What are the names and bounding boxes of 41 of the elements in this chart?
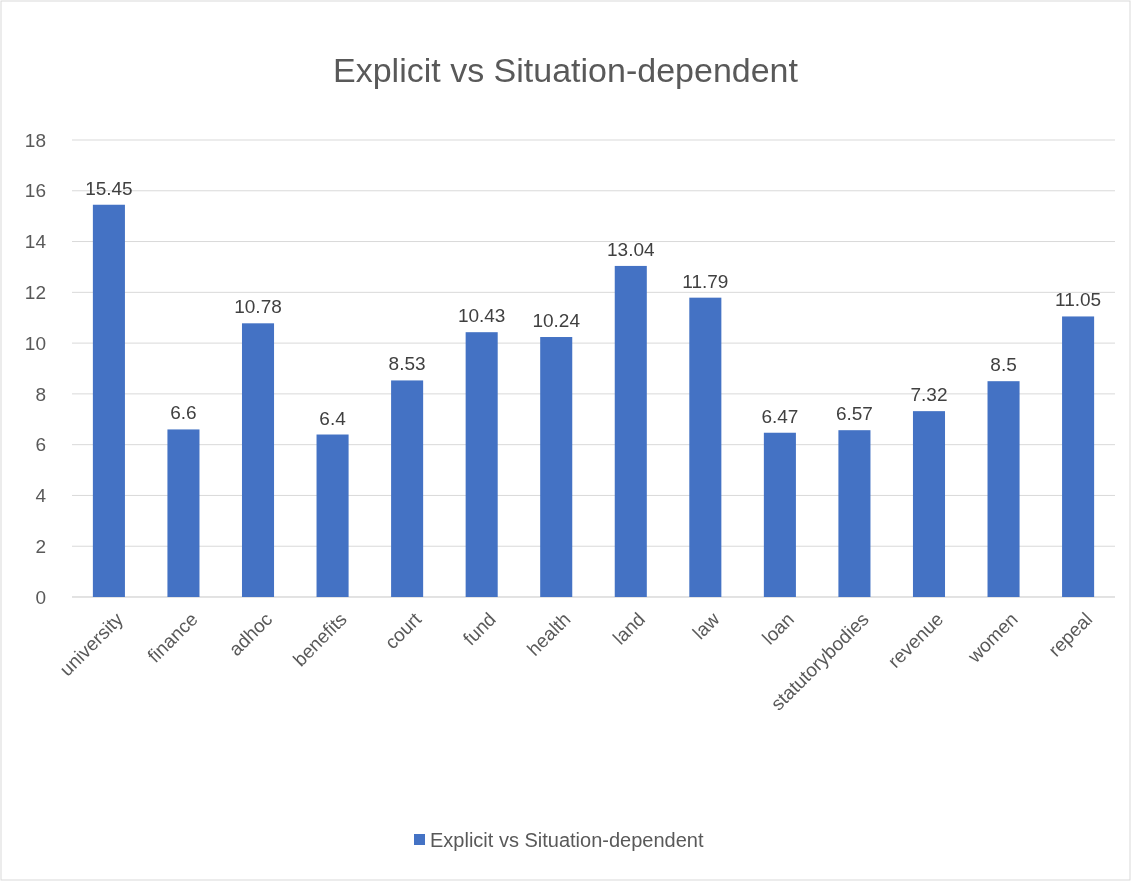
data-label: 11.05 xyxy=(1055,289,1102,311)
data-label: 11.79 xyxy=(682,270,729,292)
y-tick-label: 4 xyxy=(35,485,47,507)
data-label: 15.45 xyxy=(85,177,133,199)
y-tick-label: 0 xyxy=(35,586,46,608)
data-label: 7.32 xyxy=(910,384,948,406)
bar xyxy=(391,380,424,597)
bar xyxy=(614,265,647,597)
data-label: 13.04 xyxy=(607,238,655,260)
y-tick-label: 2 xyxy=(35,535,46,557)
bar xyxy=(167,429,200,597)
y-tick-label: 14 xyxy=(24,231,47,253)
bar xyxy=(92,204,125,597)
data-label: 10.24 xyxy=(532,310,581,332)
y-tick-label: 6 xyxy=(35,434,46,456)
y-tick-label: 16 xyxy=(24,180,46,202)
bar xyxy=(912,411,946,597)
bar xyxy=(987,381,1020,597)
data-label: 6.57 xyxy=(835,403,873,425)
bar xyxy=(540,337,573,597)
bar xyxy=(763,432,796,597)
data-label: 6.4 xyxy=(319,407,347,429)
bar xyxy=(241,323,275,597)
bar xyxy=(1062,316,1095,597)
bar xyxy=(316,434,349,597)
y-tick-label: 12 xyxy=(24,281,46,303)
chart-title: Explicit vs Situation-dependent xyxy=(333,51,799,89)
data-label: 6.47 xyxy=(761,405,799,427)
data-label: 8.53 xyxy=(388,353,426,375)
data-label: 8.5 xyxy=(990,354,1017,376)
y-tick-label: 8 xyxy=(35,383,46,405)
data-label: 10.78 xyxy=(234,296,282,318)
bar xyxy=(689,297,722,597)
x-tick-label: law xyxy=(688,608,724,644)
data-label: 10.43 xyxy=(457,305,506,327)
y-tick-label: 18 xyxy=(24,129,46,151)
legend-label: Explicit vs Situation-dependent xyxy=(430,829,704,851)
y-tick-label: 10 xyxy=(24,332,46,354)
bar xyxy=(838,430,871,597)
bar xyxy=(465,332,498,597)
data-label: 6.6 xyxy=(170,402,197,424)
